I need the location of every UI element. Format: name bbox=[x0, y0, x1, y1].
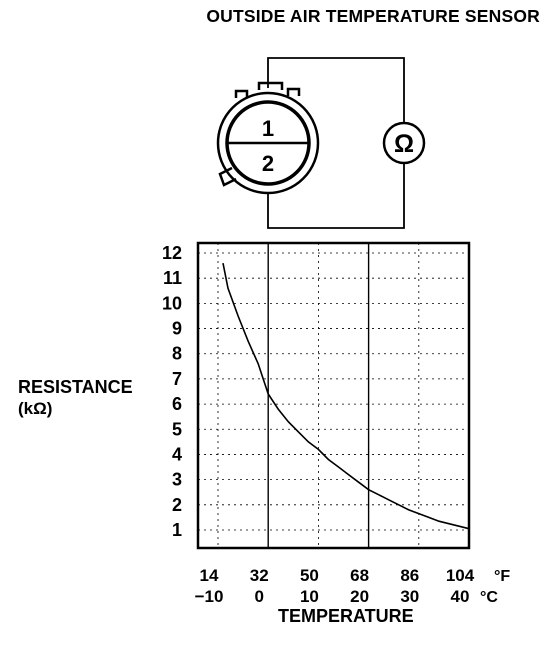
y-tick-label: 12 bbox=[162, 243, 182, 263]
x-unit-fahrenheit: °F bbox=[494, 568, 510, 585]
x-unit-celsius: °C bbox=[480, 589, 498, 606]
wire-terminal-2 bbox=[267, 164, 405, 229]
y-tick-label: 9 bbox=[172, 319, 182, 339]
sensor-diagram bbox=[216, 57, 426, 229]
y-tick-label: 5 bbox=[172, 419, 182, 439]
x-tick-label-c: 20 bbox=[350, 587, 369, 606]
y-tick-label: 7 bbox=[172, 369, 182, 389]
x-tick-label-f: 50 bbox=[300, 566, 319, 585]
y-axis-title: RESISTANCE bbox=[18, 377, 133, 397]
wire-terminal-1 bbox=[267, 57, 405, 122]
terminal-2-label: 2 bbox=[262, 151, 274, 176]
x-tick-label-f: 14 bbox=[200, 566, 219, 585]
y-tick-label: 2 bbox=[172, 495, 182, 515]
y-tick-label: 11 bbox=[163, 268, 182, 288]
x-tick-labels: 14 −10 32 0 50 10 68 20 86 30 104 40 bbox=[195, 566, 475, 606]
x-tick-label-c: −10 bbox=[195, 587, 224, 606]
x-tick-label-f: 104 bbox=[446, 566, 475, 585]
x-axis-label: TEMPERATURE bbox=[278, 606, 414, 626]
ohm-symbol: Ω bbox=[394, 130, 414, 158]
y-tick-label: 8 bbox=[172, 344, 182, 364]
x-tick-label-f: 86 bbox=[400, 566, 419, 585]
grid bbox=[198, 243, 470, 548]
y-tick-label: 4 bbox=[172, 444, 182, 464]
x-tick-label-c: 40 bbox=[451, 587, 470, 606]
ohmmeter-icon bbox=[382, 121, 426, 165]
plot-frame bbox=[196, 241, 471, 550]
page-title: OUTSIDE AIR TEMPERATURE SENSOR bbox=[206, 6, 540, 26]
y-axis-unit: (kΩ) bbox=[18, 399, 53, 418]
y-tick-label: 6 bbox=[172, 394, 182, 414]
terminal-1-label: 1 bbox=[262, 116, 274, 141]
connector-latch bbox=[218, 166, 237, 187]
y-tick-label: 1 bbox=[172, 520, 182, 540]
y-axis-label: RESISTANCE (kΩ) bbox=[18, 376, 133, 420]
x-tick-label-f: 68 bbox=[350, 566, 369, 585]
y-tick-label: 3 bbox=[172, 470, 182, 490]
x-tick-label-c: 10 bbox=[300, 587, 319, 606]
connector-tab-center bbox=[257, 81, 284, 90]
x-tick-label-f: 32 bbox=[250, 566, 269, 585]
resistance-curve bbox=[222, 262, 470, 530]
connector-tab-right bbox=[286, 87, 301, 96]
x-tick-label-c: 0 bbox=[254, 587, 263, 606]
x-tick-label-c: 30 bbox=[400, 587, 419, 606]
connector-tab-left bbox=[234, 89, 249, 98]
y-tick-label: 10 bbox=[162, 293, 182, 313]
